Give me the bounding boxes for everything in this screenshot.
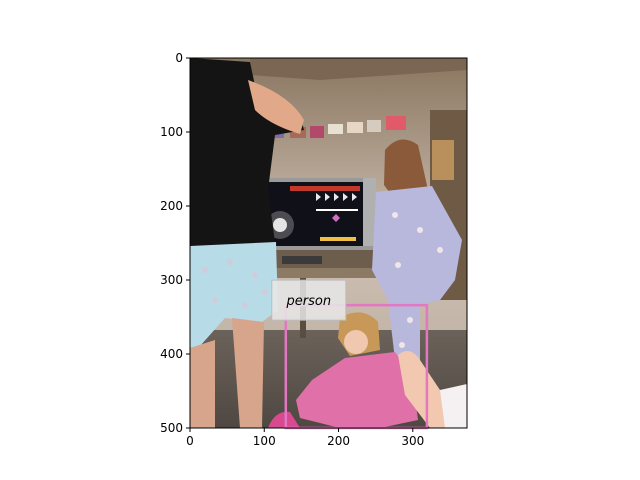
photo [190,58,467,428]
y-tick-label: 200 [160,199,183,213]
x-axis: 0 100 200 300 [186,428,424,448]
detection-label-box [271,279,347,321]
x-tick-label: 300 [401,434,424,448]
x-tick-label: 0 [186,434,194,448]
y-tick-label: 500 [160,421,183,435]
detection-label: person [286,294,332,309]
y-tick-label: 0 [175,51,183,65]
y-axis: 0 100 200 300 400 500 [160,51,190,435]
y-tick-label: 400 [160,347,183,361]
axes-frame [189,57,468,429]
y-tick-label: 300 [160,273,183,287]
y-tick-label: 100 [160,125,183,139]
x-tick-label: 100 [253,434,276,448]
x-tick-label: 200 [327,434,350,448]
